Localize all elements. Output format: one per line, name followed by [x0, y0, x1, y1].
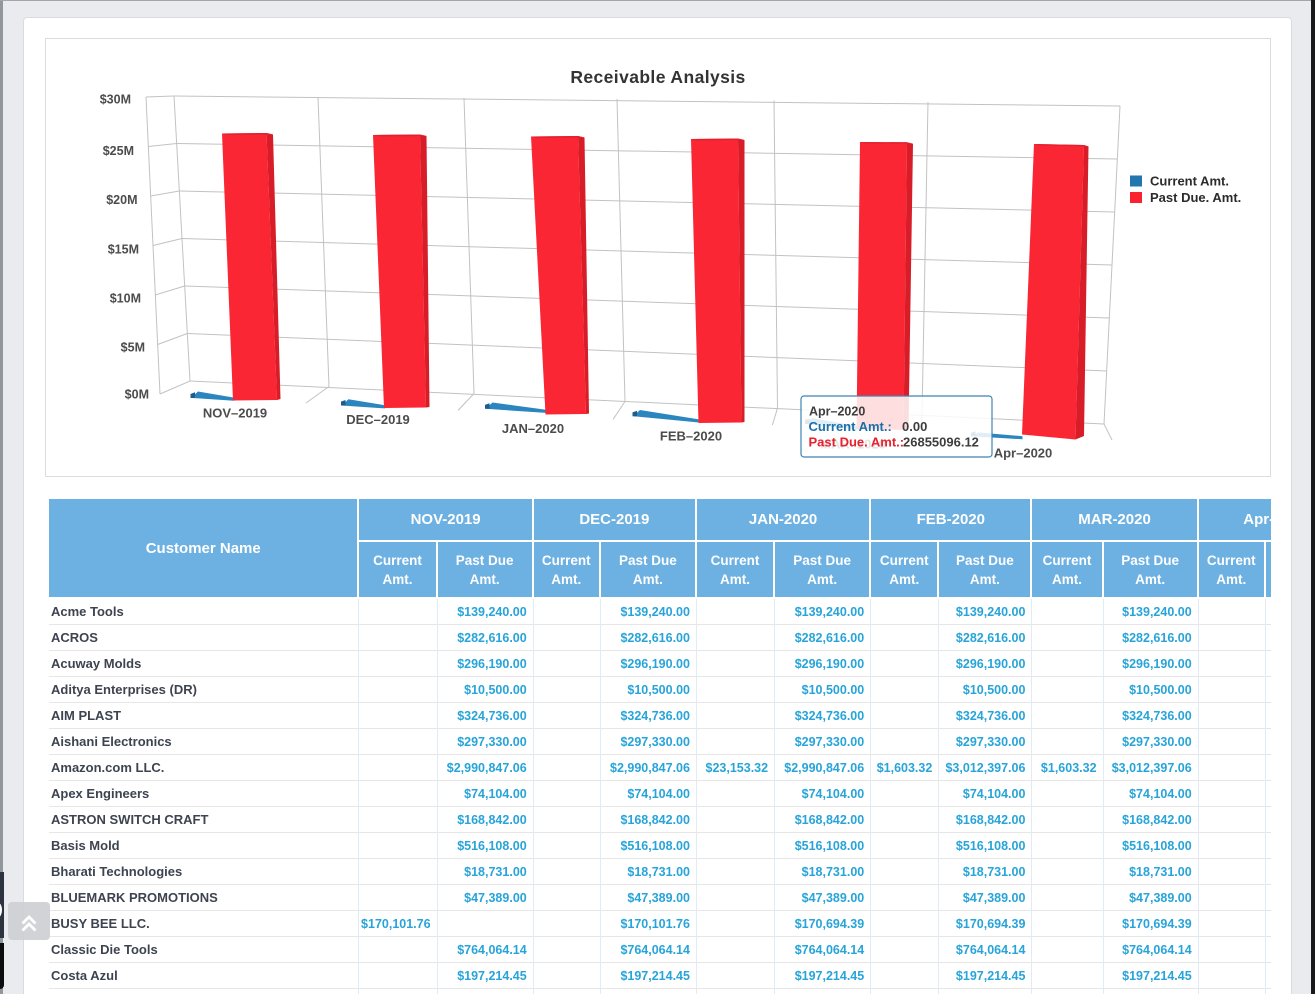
- svg-text:$10M: $10M: [110, 292, 141, 306]
- svg-text:Apr–2020: Apr–2020: [809, 405, 865, 419]
- svg-text:Past Due. Amt.: Past Due. Amt.: [1150, 190, 1241, 205]
- svg-text:$30M: $30M: [100, 93, 131, 107]
- svg-text:$5M: $5M: [121, 341, 145, 355]
- svg-text:$25M: $25M: [103, 144, 134, 158]
- svg-text:JAN–2020: JAN–2020: [502, 421, 564, 436]
- svg-text:$0M: $0M: [125, 387, 149, 401]
- svg-text:Past Due. Amt.:: Past Due. Amt.:: [809, 434, 905, 449]
- svg-text:DEC–2019: DEC–2019: [346, 412, 410, 427]
- svg-text:FEB–2020: FEB–2020: [660, 429, 722, 444]
- svg-text:Current Amt.: Current Amt.: [1150, 174, 1229, 189]
- svg-text:Current Amt.:: Current Amt.:: [809, 419, 892, 434]
- svg-text:0.00: 0.00: [902, 419, 927, 434]
- svg-text:Apr–2020: Apr–2020: [994, 446, 1053, 461]
- svg-text:$20M: $20M: [106, 193, 137, 207]
- svg-text:Receivable Analysis: Receivable Analysis: [570, 67, 745, 87]
- svg-text:$15M: $15M: [108, 243, 139, 257]
- svg-text:26855096.12: 26855096.12: [903, 434, 979, 449]
- svg-text:NOV–2019: NOV–2019: [203, 406, 267, 421]
